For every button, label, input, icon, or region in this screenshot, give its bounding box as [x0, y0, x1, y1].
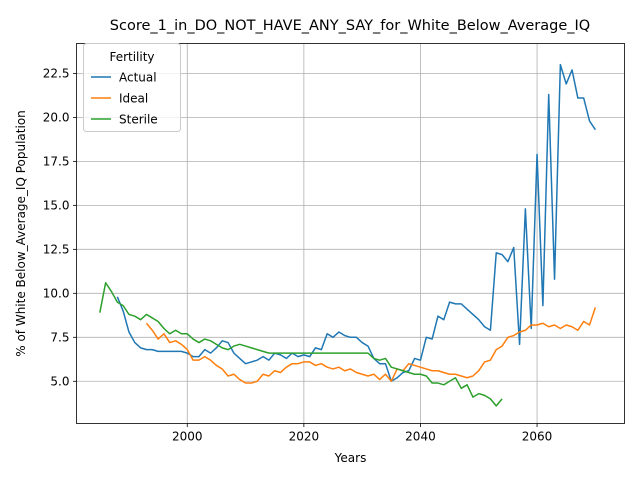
legend-label-sterile: Sterile — [119, 112, 158, 126]
legend-label-ideal: Ideal — [119, 91, 148, 105]
grid — [76, 43, 625, 424]
legend-label-actual: Actual — [119, 70, 157, 84]
x-tick-label: 2020 — [289, 430, 320, 444]
plot-frame — [76, 43, 625, 424]
series-line-actual — [116, 63, 596, 383]
y-tick-label: 5.0 — [50, 375, 69, 389]
chart-title: Score_1_in_DO_NOT_HAVE_ANY_SAY_for_White… — [110, 18, 590, 34]
y-axis-label: % of White Below_Average_IQ Population — [14, 110, 28, 357]
x-tick-label: 2000 — [172, 430, 203, 444]
y-tick-label: 10.0 — [43, 287, 70, 301]
y-tick-label: 12.5 — [43, 243, 70, 257]
y-tick-label: 20.0 — [43, 111, 70, 125]
legend-title: Fertility — [109, 50, 154, 64]
x-tick-label: 2060 — [522, 430, 553, 444]
legend: Fertility Actual Ideal Sterile — [83, 43, 181, 132]
axis-ticks: 2000 2020 2040 2060 5.0 7.5 10.0 12.5 15.0 17.5 20… — [43, 67, 553, 444]
y-tick-label: 15.0 — [43, 199, 70, 213]
y-tick-label: 7.5 — [50, 331, 69, 345]
series-line-sterile — [99, 282, 503, 407]
series-lines — [99, 63, 597, 407]
y-tick-label: 17.5 — [43, 155, 70, 169]
legend-entries: Actual Ideal Sterile — [91, 70, 158, 126]
legend-box — [83, 43, 181, 132]
x-axis-label: Years — [334, 451, 367, 465]
y-tick-label: 22.5 — [43, 67, 70, 81]
x-tick-label: 2040 — [405, 430, 436, 444]
series-line-ideal — [145, 307, 597, 384]
